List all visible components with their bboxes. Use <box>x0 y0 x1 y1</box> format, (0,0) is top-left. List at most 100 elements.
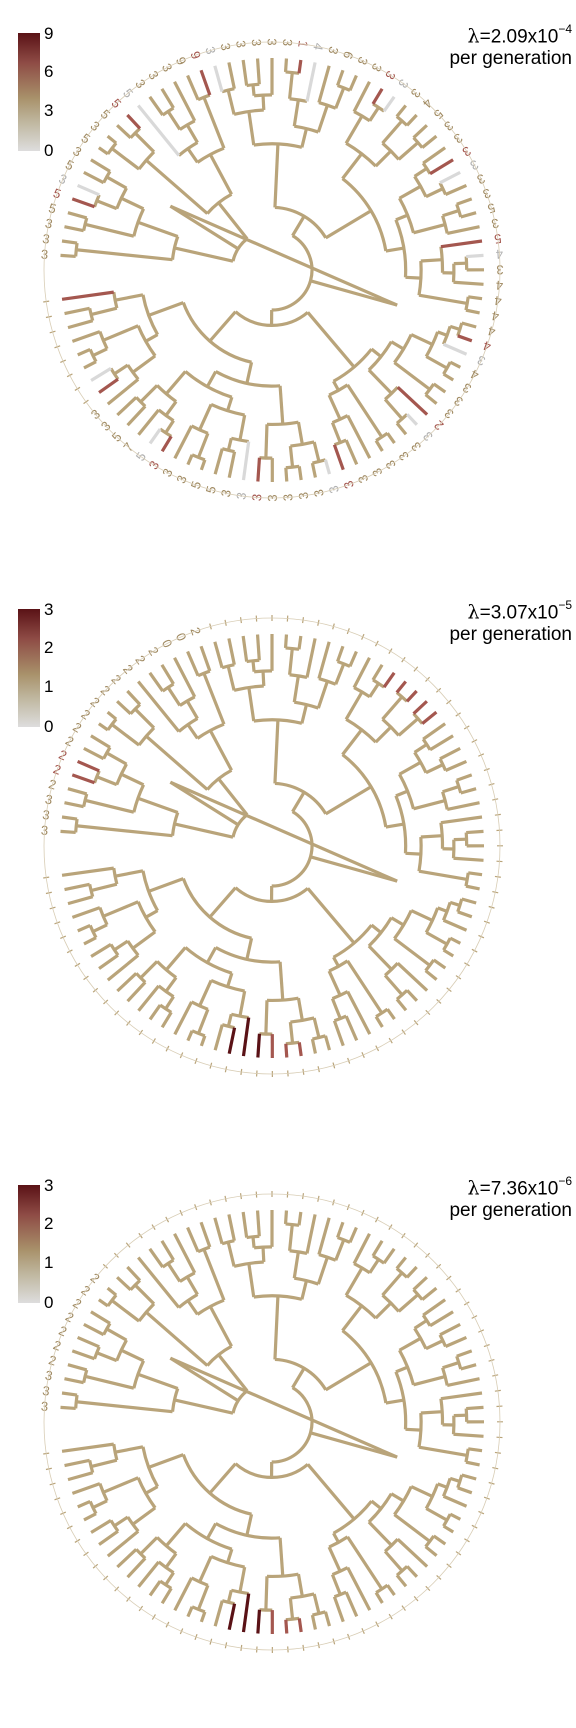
legend-tick: 1 <box>44 1253 54 1272</box>
tree-arc <box>274 205 328 239</box>
tree-branch <box>145 1311 209 1367</box>
lambda-symbol: λ <box>467 1177 480 1200</box>
tree-arc <box>289 97 308 103</box>
tree-branch <box>413 167 428 178</box>
tree-branch <box>205 1522 218 1540</box>
tree-branch <box>306 311 356 369</box>
tree-branch <box>97 722 109 732</box>
tree-branch <box>98 953 119 970</box>
tree-arc <box>206 1344 233 1367</box>
tree-branch <box>60 253 76 259</box>
tree-arc <box>82 793 89 808</box>
tree-branch <box>323 459 332 475</box>
tree-branch <box>405 989 419 1002</box>
tree-arc <box>253 1294 303 1301</box>
tree-branch <box>160 435 173 453</box>
tree-branch <box>444 759 468 772</box>
tree-branch <box>405 113 418 127</box>
tree-arc <box>126 364 140 381</box>
tree-branch <box>76 248 173 262</box>
tree-branch <box>137 1256 181 1309</box>
tree-branch <box>446 801 480 812</box>
tree-branch <box>120 772 145 787</box>
tree-branch <box>334 663 346 685</box>
equals-sign: = <box>479 1178 491 1200</box>
tree-branch <box>213 1600 224 1627</box>
tree-branch <box>405 413 419 426</box>
tree-arc <box>345 141 377 168</box>
tree-arc <box>221 1023 235 1030</box>
tree-arc <box>88 883 95 898</box>
tree-branch <box>261 671 266 687</box>
tree-branch <box>413 1374 446 1387</box>
tree-branch <box>421 710 438 725</box>
tree-arc <box>206 768 233 791</box>
tree-branch <box>284 1619 289 1634</box>
lambda-symbol: λ <box>467 601 480 624</box>
tree-branch <box>199 1611 207 1623</box>
tree-arc <box>234 310 309 327</box>
tree-branch <box>148 1580 162 1597</box>
tree-branch <box>255 634 261 661</box>
tree-branch <box>60 829 76 835</box>
tree-branch <box>273 143 280 208</box>
tree-root <box>169 780 398 883</box>
tree-branch <box>173 1577 193 1612</box>
tree-arc <box>455 779 463 794</box>
tree-branch <box>300 1280 308 1300</box>
tree-branch <box>198 1555 213 1583</box>
tree-branch <box>227 1214 236 1242</box>
tree-arc <box>413 175 428 198</box>
tree-branch <box>446 1377 480 1388</box>
tree-branch <box>300 704 308 724</box>
tree-branch <box>367 1520 393 1547</box>
tree-branch <box>297 466 303 481</box>
tree-arc <box>161 1258 175 1269</box>
tree-branch <box>398 184 422 200</box>
tree-branch <box>468 871 483 877</box>
tree-branch <box>113 1515 129 1528</box>
tree-branch <box>395 1365 409 1374</box>
tree-branch <box>120 1348 145 1363</box>
tree-arc <box>246 82 260 88</box>
tree-branch <box>76 759 100 773</box>
tree-branch <box>196 432 210 459</box>
tree-branch <box>226 1548 234 1564</box>
tree-branch <box>413 743 428 754</box>
tree-branch <box>424 969 438 981</box>
tree-branch <box>83 170 105 185</box>
tree-arc <box>345 1293 377 1320</box>
tree-arc <box>464 296 470 311</box>
tree-branch <box>395 680 407 694</box>
tree-branch <box>256 1033 262 1058</box>
tree-branch <box>251 1236 256 1248</box>
tree-arc <box>328 1535 349 1549</box>
tree-root <box>169 204 398 307</box>
tree-branch <box>413 1319 428 1330</box>
tree-branch <box>273 719 280 784</box>
tree-branch <box>165 1522 187 1547</box>
tree-branch <box>137 408 160 436</box>
tree-branch <box>76 1400 173 1414</box>
tree-arc <box>424 907 440 934</box>
tree-branch <box>116 700 132 715</box>
tree-arc <box>157 408 175 423</box>
tree-branch <box>61 1442 114 1453</box>
tree-branch <box>217 201 249 240</box>
legend-gradient-3 <box>18 1185 40 1303</box>
tree-branch <box>381 1271 404 1297</box>
tree-branch <box>227 638 236 666</box>
tree-branch <box>90 306 118 317</box>
tree-branch <box>449 1476 461 1483</box>
tree-branch <box>116 124 132 139</box>
tree-branch <box>395 789 409 798</box>
tree-branch <box>61 290 114 301</box>
tree-branch <box>116 396 138 417</box>
tree-branch <box>397 717 420 737</box>
tree-arc <box>181 302 252 364</box>
tree-branch <box>297 59 303 74</box>
tree-arc <box>231 1389 249 1414</box>
tree-branch <box>405 1565 419 1578</box>
legend-gradient-1 <box>18 33 40 151</box>
tree-branch <box>126 1557 147 1579</box>
